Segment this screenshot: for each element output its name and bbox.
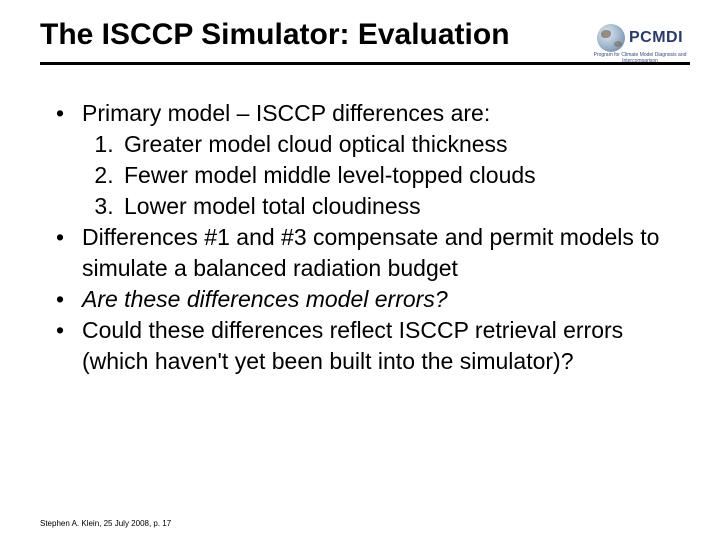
bullet-list: Primary model – ISCCP differences are: G…	[50, 98, 660, 377]
bullet-text: Are these differences model errors?	[82, 286, 448, 312]
sub-item: Lower model total cloudiness	[120, 191, 660, 222]
footer: Stephen A. Klein, 25 July 2008, p. 17	[40, 519, 171, 528]
bullet-text: Differences #1 and #3 compensate and per…	[82, 224, 659, 281]
list-item: Are these differences model errors?	[50, 284, 660, 315]
sub-item: Greater model cloud optical thickness	[120, 129, 660, 160]
slide: The ISCCP Simulator: Evaluation PCMDI Pr…	[0, 0, 720, 540]
sub-item: Fewer model middle level-topped clouds	[120, 160, 660, 191]
list-item: Could these differences reflect ISCCP re…	[50, 315, 660, 377]
logo-top: PCMDI	[597, 24, 683, 52]
numbered-sublist: Greater model cloud optical thickness Fe…	[82, 129, 660, 222]
page-title: The ISCCP Simulator: Evaluation	[40, 18, 510, 51]
body: Primary model – ISCCP differences are: G…	[50, 98, 660, 377]
globe-icon	[597, 24, 625, 52]
list-item: Primary model – ISCCP differences are: G…	[50, 98, 660, 222]
list-item: Differences #1 and #3 compensate and per…	[50, 222, 660, 284]
title-rule	[40, 62, 690, 65]
logo-text: PCMDI	[629, 29, 683, 47]
bullet-text: Could these differences reflect ISCCP re…	[82, 317, 623, 374]
bullet-text: Primary model – ISCCP differences are:	[82, 100, 490, 126]
